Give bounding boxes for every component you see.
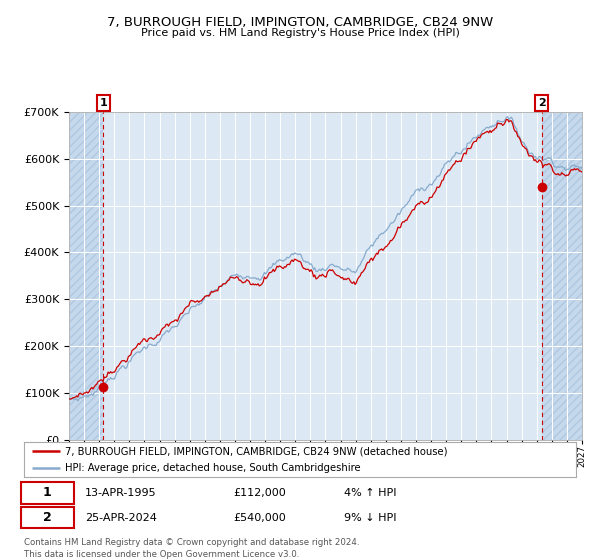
Text: Price paid vs. HM Land Registry's House Price Index (HPI): Price paid vs. HM Land Registry's House … <box>140 28 460 38</box>
Text: 9% ↓ HPI: 9% ↓ HPI <box>344 512 397 522</box>
Text: 7, BURROUGH FIELD, IMPINGTON, CAMBRIDGE, CB24 9NW (detached house): 7, BURROUGH FIELD, IMPINGTON, CAMBRIDGE,… <box>65 446 448 456</box>
FancyBboxPatch shape <box>21 507 74 528</box>
Text: HPI: Average price, detached house, South Cambridgeshire: HPI: Average price, detached house, Sout… <box>65 464 361 473</box>
Bar <box>69 112 103 440</box>
Text: 1: 1 <box>100 98 107 108</box>
Text: £540,000: £540,000 <box>234 512 287 522</box>
Text: Contains HM Land Registry data © Crown copyright and database right 2024.
This d: Contains HM Land Registry data © Crown c… <box>24 538 359 559</box>
Text: 7, BURROUGH FIELD, IMPINGTON, CAMBRIDGE, CB24 9NW: 7, BURROUGH FIELD, IMPINGTON, CAMBRIDGE,… <box>107 16 493 29</box>
Text: 2: 2 <box>538 98 545 108</box>
Text: 1: 1 <box>43 486 52 500</box>
Text: 4% ↑ HPI: 4% ↑ HPI <box>344 488 397 498</box>
Bar <box>542 112 582 440</box>
FancyBboxPatch shape <box>21 482 74 503</box>
Text: 13-APR-1995: 13-APR-1995 <box>85 488 157 498</box>
Text: 2: 2 <box>43 511 52 524</box>
Text: £112,000: £112,000 <box>234 488 287 498</box>
Text: 25-APR-2024: 25-APR-2024 <box>85 512 157 522</box>
